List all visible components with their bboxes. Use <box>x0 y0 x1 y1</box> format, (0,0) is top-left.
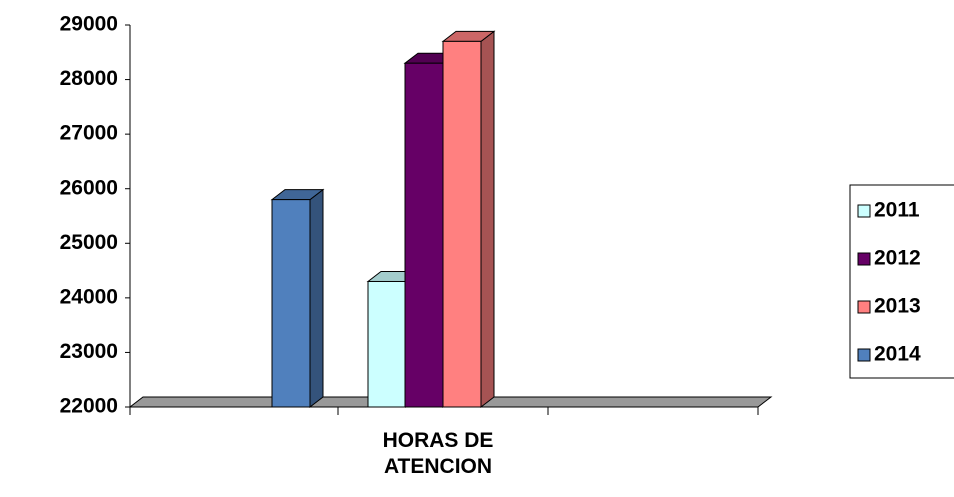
y-tick-label: 23000 <box>60 340 118 363</box>
y-tick-label: 22000 <box>60 395 118 418</box>
y-tick-label: 25000 <box>60 231 118 254</box>
y-tick-label: 24000 <box>60 285 118 308</box>
bar-side <box>480 30 495 409</box>
bar <box>271 199 311 408</box>
legend-swatch <box>857 252 871 266</box>
bar <box>367 280 407 408</box>
x-category-label: HORAS DE ATENCION <box>382 429 494 478</box>
legend-label: 2011 <box>874 199 920 222</box>
y-tick-label: 29000 <box>60 13 118 36</box>
bar-side <box>309 188 324 409</box>
bar <box>404 62 444 408</box>
bar <box>442 40 482 408</box>
legend-swatch <box>857 300 871 314</box>
legend-label: 2014 <box>874 343 921 366</box>
y-tick-label: 27000 <box>60 122 118 145</box>
legend-label: 2013 <box>874 295 921 318</box>
y-tick-label: 28000 <box>60 67 118 90</box>
legend-swatch <box>857 348 871 362</box>
y-tick-label: 26000 <box>60 176 118 199</box>
legend-label: 2012 <box>874 247 921 270</box>
legend-swatch <box>857 204 871 218</box>
